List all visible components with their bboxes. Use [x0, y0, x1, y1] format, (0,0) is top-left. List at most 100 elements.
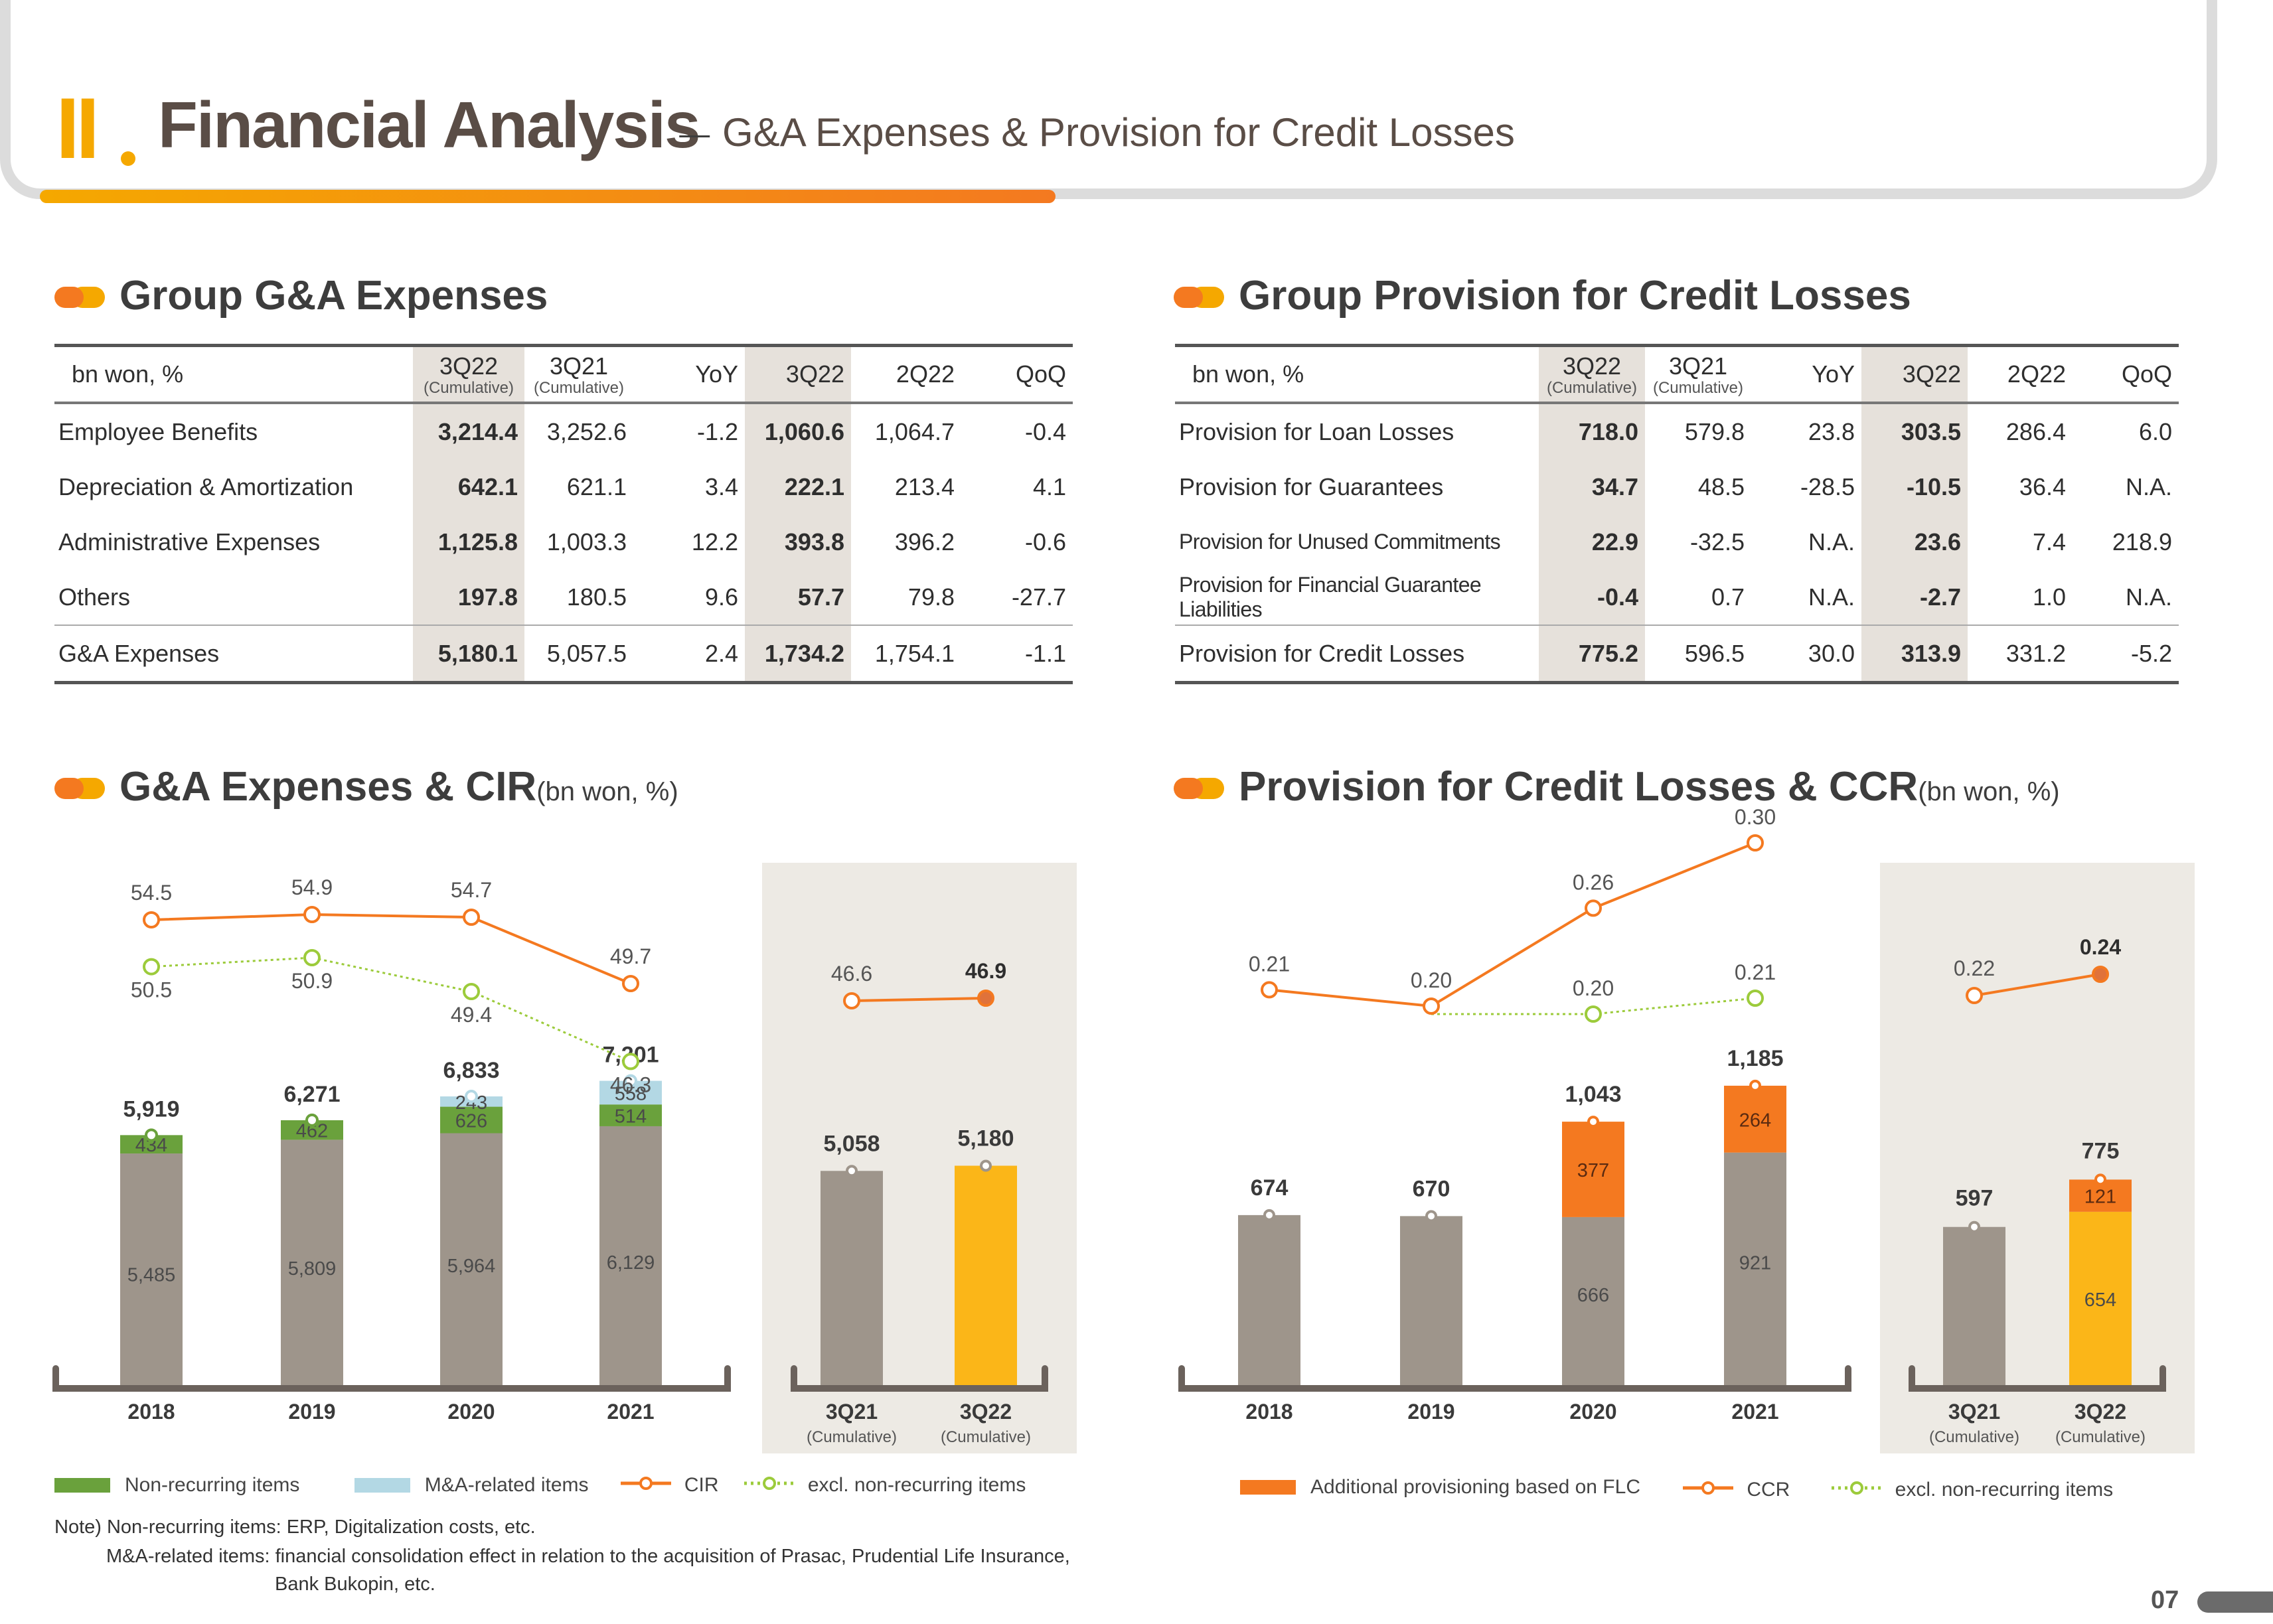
bullet-icon [54, 287, 105, 308]
column-header: QoQ [2073, 344, 2179, 404]
table-cell: 6.0 [2138, 417, 2172, 445]
table-cell: 3,252.6 [546, 417, 627, 445]
table-row: Provision for Loan Losses 718.0 579.8 23.8 3… [1175, 403, 2179, 459]
legend-swatch-nonrecurring [54, 1478, 110, 1493]
cir-value-label: 46.9 [965, 959, 1006, 983]
ccr-point [1423, 997, 1440, 1015]
title-separator: _ [680, 83, 710, 142]
table-cell: -2.7 [1861, 569, 1968, 625]
ccr-value-label: 0.30 [1735, 805, 1776, 829]
chart-bar [1724, 1152, 1786, 1386]
bullet-icon [1174, 778, 1224, 799]
bar-value-label: 921 [1739, 1252, 1771, 1274]
table-row: Provision for Financial Guarantee Liabil… [1175, 569, 2179, 625]
table-cell: -1.1 [961, 625, 1073, 684]
row-label: Provision for Financial Guarantee Liabil… [1179, 572, 1482, 621]
ccr-line [1974, 973, 2101, 997]
excl-point [622, 1053, 639, 1070]
x-tick-label: 3Q21 [826, 1400, 878, 1424]
cir-line [151, 913, 631, 985]
legend-label: M&A-related items [424, 1474, 589, 1497]
provision-table: bn won, % 3Q22 (Cumulative) 3Q21 (Cumulati… [1175, 344, 2179, 684]
table-cell: -28.5 [1800, 473, 1855, 500]
legend-prov: Additional provisioning based on FLC CCR… [1240, 1473, 2113, 1501]
excl-value-label: 0.20 [1573, 976, 1614, 1000]
x-tick-sublabel: (Cumulative) [2055, 1428, 2146, 1446]
table-cell: 1,754.1 [851, 625, 961, 684]
table-cell: 1,060.6 [745, 403, 851, 459]
table-cell: 642.1 [413, 459, 524, 514]
chart-bar [821, 1171, 883, 1386]
table-cell: -0.4 [1024, 417, 1066, 445]
table-cell: N.A. [1808, 528, 1855, 555]
legend-line-ccr-icon [1683, 1479, 1734, 1501]
x-tick-sublabel: (Cumulative) [807, 1428, 897, 1446]
ccr-value-label: 0.22 [1954, 956, 1995, 980]
table-cell: -5.2 [2073, 625, 2179, 684]
table-cell: 1,003.3 [546, 528, 627, 555]
cir-line [851, 997, 986, 1002]
table-cell: 393.8 [745, 514, 851, 569]
row-label: Provision for Unused Commitments [1179, 530, 1501, 554]
bar-top-marker [2094, 1173, 2106, 1186]
table-row: Employee Benefits 3,214.4 3,252.6 -1.2 1,060… [54, 403, 1073, 459]
cir-value-label: 54.9 [291, 875, 333, 899]
excl-point [1747, 990, 1764, 1007]
legend-label: Additional provisioning based on FLC [1310, 1476, 1640, 1498]
bar-value-label: 626 [455, 1111, 487, 1132]
page-tab [2197, 1591, 2273, 1613]
bar-value-label: 5,809 [288, 1258, 337, 1280]
table-cell: 1,064.7 [874, 417, 955, 445]
x-tick-sublabel: (Cumulative) [941, 1428, 1031, 1446]
legend-label: excl. non-recurring items [807, 1474, 1026, 1497]
bar-total-label: 6,271 [283, 1082, 340, 1107]
cir-point [622, 975, 639, 992]
bar-value-label: 6,129 [607, 1252, 655, 1274]
row-label: Others [58, 583, 131, 611]
chart-bar [2069, 1211, 2132, 1386]
table-cell: -32.5 [1689, 528, 1745, 555]
cir-point [463, 909, 480, 926]
table-cell: 2.4 [633, 625, 745, 684]
bar-value-label: 666 [1577, 1285, 1609, 1306]
table-row: Provision for Unused Commitments 22.9 -32.… [1175, 514, 2179, 569]
bullet-icon [1174, 287, 1224, 308]
page-title: Financial Analysis [158, 88, 700, 161]
table-cell: 34.7 [1539, 459, 1645, 514]
excl-line [151, 956, 631, 1063]
table-cell: N.A. [1808, 583, 1855, 611]
chart-bar [440, 1133, 503, 1386]
ccr-point [1261, 981, 1278, 999]
column-header: 3Q22 [1861, 344, 1968, 404]
chart-bar [281, 1140, 343, 1386]
table-cell: 48.5 [1697, 473, 1745, 500]
table-cell: 180.5 [566, 583, 627, 611]
legend-line-excl-icon [744, 1474, 795, 1497]
table-row: Depreciation & Amortization 642.1 621.1 3.4… [54, 459, 1073, 514]
table-cell: 79.8 [907, 583, 955, 611]
table-cell: 5,057.5 [524, 625, 633, 684]
prov-table-title: Group Provision for Credit Losses [1239, 273, 1911, 319]
table-cell: 9.6 [704, 583, 738, 611]
axis-bracket [52, 1365, 731, 1392]
table-cell: 313.9 [1861, 625, 1968, 684]
table-cell: 4.1 [1032, 473, 1066, 500]
table-row: Administrative Expenses 1,125.8 1,003.3 12.… [54, 514, 1073, 569]
page-subtitle: G&A Expenses & Provision for Credit Loss… [722, 110, 1515, 155]
bar-total-label: 5,180 [957, 1126, 1014, 1151]
table-cell: 222.1 [745, 459, 851, 514]
table-cell: 718.0 [1539, 403, 1645, 459]
legend-line-excl-icon [1831, 1479, 1882, 1501]
cir-point [143, 911, 160, 928]
table-cell: 22.9 [1539, 514, 1645, 569]
table-cell: 213.4 [894, 473, 955, 500]
bar-total-label: 775 [2082, 1138, 2120, 1163]
table-cell: 23.6 [1861, 514, 1968, 569]
cir-point [303, 906, 321, 923]
chart-bar [1562, 1122, 1624, 1217]
chart-bar [1238, 1215, 1300, 1386]
column-header: YoY [633, 344, 745, 404]
table-cell: -27.7 [1011, 583, 1066, 611]
row-label: Administrative Expenses [58, 528, 321, 555]
legend-label: CIR [684, 1474, 719, 1497]
